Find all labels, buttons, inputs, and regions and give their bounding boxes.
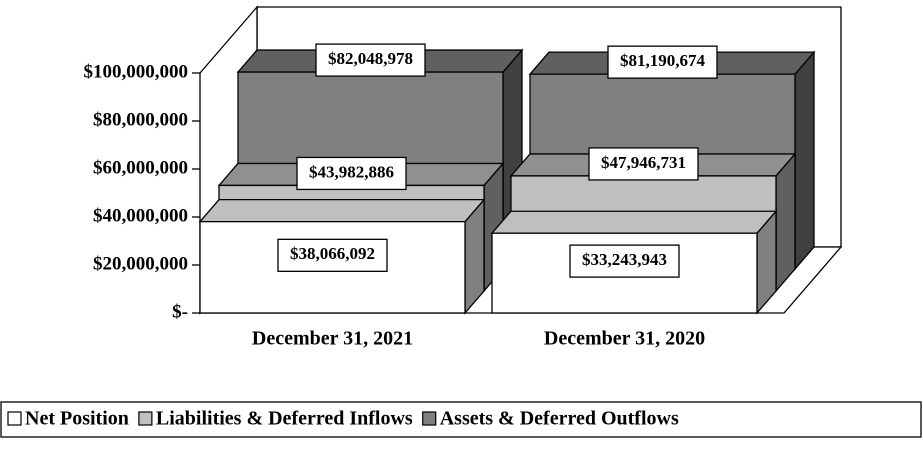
data-label: $38,066,092 xyxy=(277,238,388,272)
y-tick-label: $100,000,000 xyxy=(84,61,189,82)
bar-top xyxy=(198,198,486,223)
data-label-box xyxy=(277,238,388,272)
data-label-text: $38,066,092 xyxy=(290,244,375,263)
legend-label: Assets & Deferred Outflows xyxy=(440,408,679,430)
data-label: $47,946,731 xyxy=(588,147,699,181)
legend-label: Liabilities & Deferred Inflows xyxy=(156,408,413,430)
data-label-text: $82,048,978 xyxy=(328,49,413,68)
y-tick-label: $60,000,000 xyxy=(93,157,188,178)
legend-swatch xyxy=(422,411,437,426)
bar-side xyxy=(775,152,796,293)
y-tick-label: $20,000,000 xyxy=(93,253,188,274)
legend-label: Net Position xyxy=(25,408,129,430)
data-label-box xyxy=(588,147,699,181)
data-label-box xyxy=(607,45,718,79)
legend-swatch xyxy=(7,411,22,426)
y-tick-label: $40,000,000 xyxy=(93,205,188,226)
data-label: $82,048,978 xyxy=(315,43,426,77)
data-label-box xyxy=(296,156,407,191)
x-tick-label: December 31, 2020 xyxy=(544,328,705,350)
data-label-text: $81,190,674 xyxy=(620,51,706,70)
legend: Net Position Liabilities & Deferred Inflo… xyxy=(0,401,922,438)
data-label: $81,190,674 xyxy=(607,45,718,79)
data-label: $33,243,943 xyxy=(569,244,680,278)
bar-side xyxy=(794,50,815,271)
data-label-box xyxy=(315,43,426,77)
y-tick-label: $- xyxy=(172,301,188,322)
data-label-text: $47,946,731 xyxy=(601,153,686,172)
legend-box xyxy=(0,401,922,438)
legend-swatch xyxy=(138,411,153,426)
data-label-box xyxy=(569,244,680,278)
bar-top xyxy=(490,210,778,234)
x-tick-label: December 31, 2021 xyxy=(252,328,413,350)
data-label-text: $33,243,943 xyxy=(582,250,667,269)
y-tick-label: $80,000,000 xyxy=(93,109,188,130)
data-label: $43,982,886 xyxy=(296,156,407,191)
data-label-text: $43,982,886 xyxy=(309,162,394,181)
